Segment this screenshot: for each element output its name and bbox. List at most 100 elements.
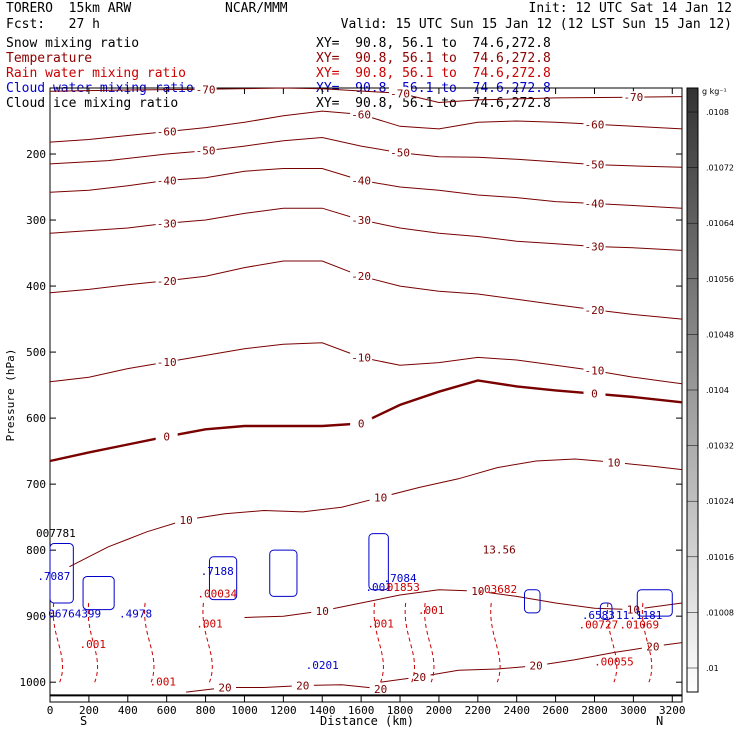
colorbar-label: .01064	[706, 219, 734, 228]
isotherm-label: 0	[163, 431, 170, 444]
isotherm-label-bg	[583, 240, 606, 252]
isotherm-label-bg	[622, 603, 645, 615]
cloud-water-contour	[368, 533, 389, 591]
x-tick-label: 400	[118, 704, 138, 717]
y-tick-label: 600	[26, 412, 46, 425]
plot-frame	[49, 87, 683, 703]
isotherm-label-bg	[583, 158, 606, 170]
mixing-ratio-label: .7087	[37, 570, 70, 583]
isotherm-label: -60	[351, 108, 371, 121]
isotherm-label: -40	[351, 174, 371, 187]
isotherm-line	[69, 458, 683, 568]
isotherm-label: 10	[607, 456, 620, 469]
y-tick-label: 400	[26, 280, 46, 293]
isotherm-label-bg	[350, 417, 373, 429]
isotherm-label-bg	[389, 87, 412, 99]
mixing-ratio-label: .001	[365, 581, 392, 594]
isotherm-label-bg	[389, 146, 412, 158]
x-tick-label: 1000	[231, 704, 258, 717]
cloud-water-contour	[269, 549, 298, 597]
x-tick-label: 3000	[620, 704, 647, 717]
x-tick-label: 1400	[309, 704, 336, 717]
isotherm-label: 10	[374, 491, 387, 504]
isotherm-label: -30	[157, 217, 177, 230]
isotherm-label-bg	[622, 91, 645, 103]
x-axis-title: Distance (km)	[320, 714, 414, 728]
x-tick-label: 2800	[581, 704, 608, 717]
isotherm-label: -70	[196, 83, 216, 96]
isotherm-label-bg	[583, 364, 606, 376]
x-tick-label: 2600	[542, 704, 569, 717]
colorbar-label: .0108	[706, 108, 729, 117]
isotherm-label: -50	[585, 159, 605, 172]
isotherm-label-bg	[155, 217, 178, 229]
isotherm-label-bg	[408, 670, 431, 682]
isotherm-label: -20	[351, 270, 371, 283]
x-axis-right-endpoint: N	[656, 714, 664, 728]
isotherm-label-bg	[194, 144, 217, 156]
isotherm-label: 10	[179, 514, 192, 527]
isotherm-label: 10	[627, 604, 640, 617]
isotherm-label-bg	[155, 174, 178, 186]
y-tick-label: 1000	[20, 676, 47, 689]
isotherm-label-bg	[583, 197, 606, 209]
isotherm-label-bg	[466, 585, 489, 597]
isotherm-label-bg	[350, 270, 373, 282]
mixing-ratio-label: .001	[367, 617, 394, 630]
mixing-ratio-label: .001	[80, 638, 107, 651]
colorbar-units: g kg⁻¹	[702, 87, 727, 96]
mixing-ratio-label: 13.56	[483, 543, 516, 556]
rain-water-contour	[641, 602, 653, 683]
isotherm-label-bg	[350, 351, 373, 363]
isotherm-label: -70	[623, 91, 643, 104]
rain-water-contour	[202, 602, 213, 683]
x-tick-label: 200	[79, 704, 99, 717]
cloud-water-contour	[82, 576, 115, 611]
mixing-ratio-label: .4978	[119, 607, 152, 620]
field-legend-label: Temperature	[6, 51, 93, 66]
isotherm-label: -20	[585, 304, 605, 317]
isotherm-line	[49, 87, 683, 104]
x-tick-label: 2000	[426, 704, 453, 717]
isotherm-label: -10	[585, 365, 605, 378]
x-tick-label: 2400	[503, 704, 530, 717]
isotherm-label-bg	[155, 274, 178, 286]
isotherm-line	[49, 136, 683, 168]
isotherm-label: -40	[585, 198, 605, 211]
x-tick-label: 600	[157, 704, 177, 717]
isotherm-label-bg	[155, 125, 178, 137]
colorbar-label: .01024	[706, 497, 734, 506]
isotherm-label: -30	[351, 214, 371, 227]
mixing-ratio-label: .001	[150, 675, 177, 688]
mixing-ratio-label: .00055	[594, 656, 634, 669]
isotherm-label-bg	[369, 491, 392, 503]
x-tick-label: 800	[196, 704, 216, 717]
field-legend-xy: XY= 90.8, 56.1 to 74.6,272.8	[316, 51, 551, 66]
rain-water-contour	[424, 602, 435, 683]
isotherm-label: -30	[585, 240, 605, 253]
y-tick-label: 800	[26, 544, 46, 557]
rain-water-contour	[606, 602, 618, 683]
isotherm-label: 20	[218, 681, 231, 694]
rain-water-contour	[373, 602, 384, 683]
colorbar-label: .0104	[706, 386, 729, 395]
field-legend-xy: XY= 90.8, 56.1 to 74.6,272.8	[316, 66, 551, 81]
mixing-ratio-label: .01069	[619, 619, 659, 632]
colorbar-label: .01032	[706, 442, 734, 451]
field-legend-xy: XY= 90.8, 56.1 to 74.6,272.8	[316, 36, 551, 51]
x-tick-label: 3200	[659, 704, 686, 717]
isotherm-label: 0	[591, 388, 598, 401]
colorbar-label: .01008	[706, 608, 734, 617]
isotherm-label-bg	[583, 303, 606, 315]
init-time: Init: 12 UTC Sat 14 Jan 12	[528, 1, 733, 16]
rain-water-contour	[490, 602, 501, 683]
isotherm-label: -40	[157, 174, 177, 187]
y-tick-label: 500	[26, 346, 46, 359]
mixing-ratio-label: .001	[418, 604, 445, 617]
x-tick-label: 2200	[465, 704, 492, 717]
cloud-water-contour	[49, 543, 74, 604]
isotherm-label-bg	[350, 108, 373, 120]
mixing-ratio-label: .0201	[306, 659, 339, 672]
isotherm-label: 10	[316, 605, 329, 618]
